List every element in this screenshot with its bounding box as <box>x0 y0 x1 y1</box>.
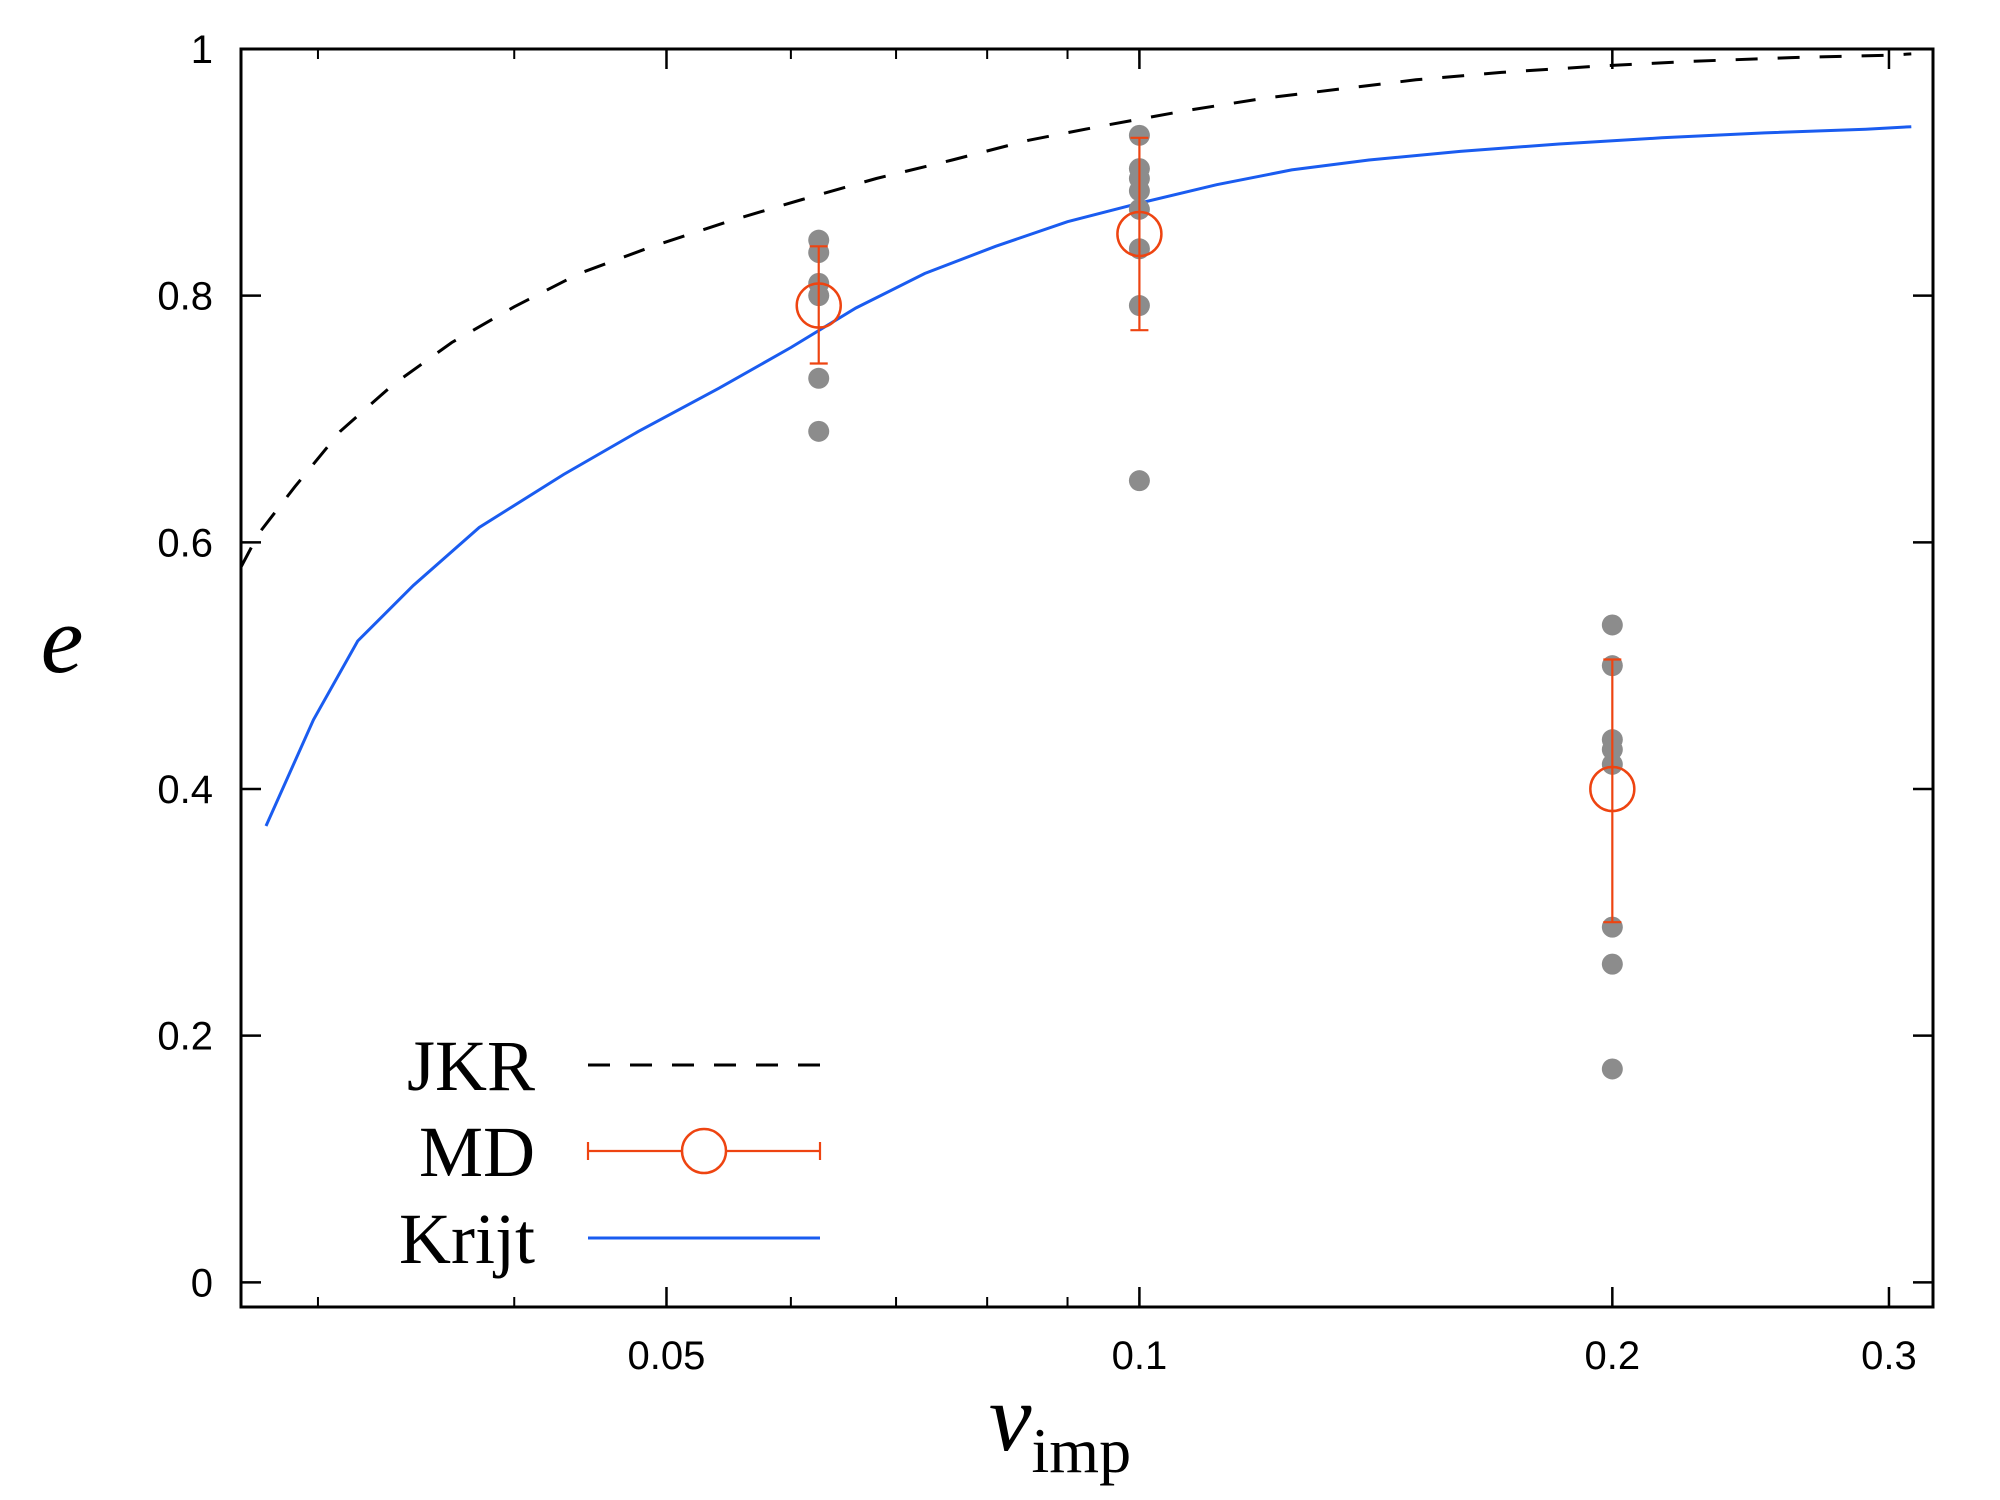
sample-point <box>808 367 830 389</box>
x-axis-title-main: v <box>989 1364 1032 1471</box>
y-tick-label: 0.4 <box>157 768 213 812</box>
series-line-krijt <box>264 125 1912 827</box>
legend-sample-md-marker <box>680 1127 728 1175</box>
x-axis-title: vimp <box>989 1364 1131 1486</box>
legend-label-krijt: Krijt <box>399 1199 535 1279</box>
y-tick-label: 0 <box>191 1261 213 1305</box>
x-tick-label: 0.3 <box>1861 1334 1917 1378</box>
y-tick-label: 1 <box>191 28 213 72</box>
sample-point <box>1601 1058 1623 1080</box>
legend-label-jkr: JKR <box>407 1026 535 1106</box>
series-line-jkr <box>241 52 1912 568</box>
x-tick-label: 0.1 <box>1112 1334 1168 1378</box>
md-point <box>1116 210 1163 258</box>
x-tick-label: 0.05 <box>628 1334 706 1378</box>
sample-point <box>1601 953 1623 975</box>
sample-point <box>808 420 830 442</box>
plot-area <box>241 52 1912 1080</box>
x-tick-label: 0.2 <box>1585 1334 1641 1378</box>
y-tick-label: 0.2 <box>157 1015 213 1059</box>
sample-point <box>1601 614 1623 636</box>
tick-labels: 0 0.2 0.4 0.6 0.8 1 0.05 0.1 0.2 0.3 <box>157 28 1916 1378</box>
y-axis-title: e <box>41 586 84 693</box>
legend-label-md: MD <box>419 1112 535 1192</box>
sample-point <box>1128 470 1150 492</box>
md-point <box>1589 765 1636 813</box>
axis-ticks <box>241 47 1933 1307</box>
plot-frame <box>239 47 1935 1309</box>
x-axis-title-subscript: imp <box>1032 1415 1132 1486</box>
y-tick-label: 0.8 <box>157 275 213 319</box>
y-tick-label: 0.6 <box>157 521 213 565</box>
md-point <box>795 282 842 329</box>
sample-point <box>1128 124 1150 146</box>
